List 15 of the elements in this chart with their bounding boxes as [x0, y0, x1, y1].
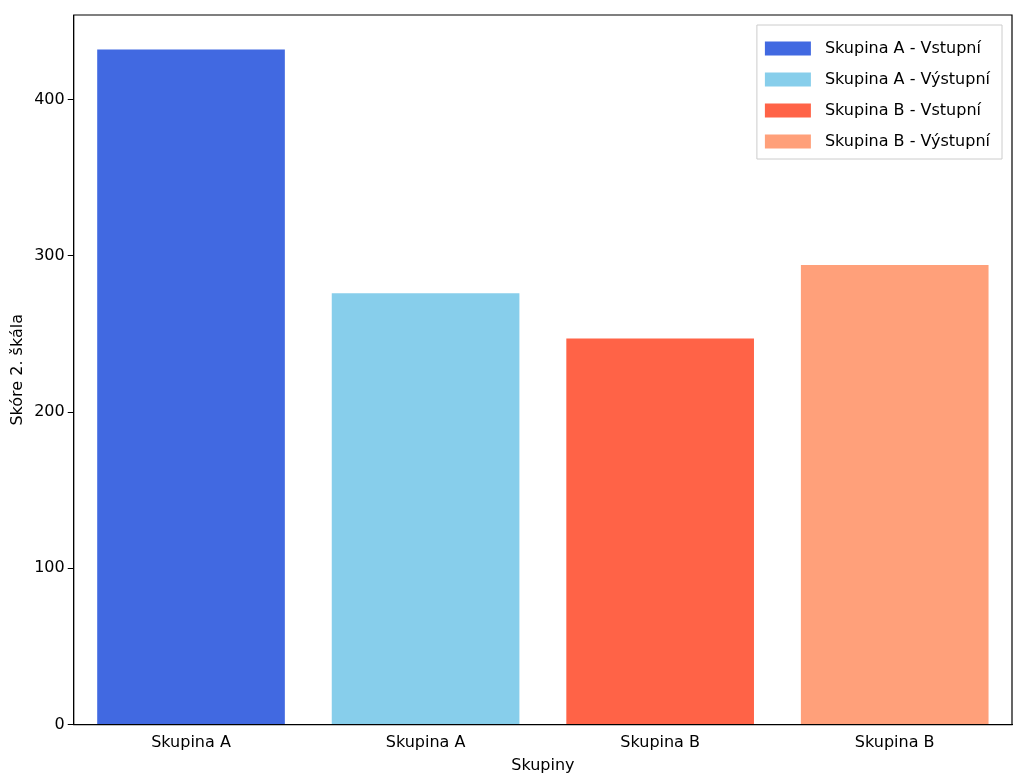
- x-tick-label: Skupina B: [854, 732, 935, 752]
- y-axis-title: Skóre 2. škála: [6, 314, 26, 426]
- y-tick-label: 300: [34, 244, 65, 264]
- y-tick-label: 400: [34, 88, 65, 108]
- legend-label: Skupina B - Výstupní: [824, 130, 991, 150]
- legend-label: Skupina B - Vstupní: [824, 99, 982, 119]
- y-tick-label: 100: [34, 557, 65, 577]
- x-tick-label: Skupina A: [151, 732, 231, 752]
- legend-label: Skupina A - Vstupní: [824, 37, 982, 57]
- y-tick-label: 200: [34, 401, 65, 421]
- x-tick-label: Skupina A: [385, 732, 466, 752]
- legend-label: Skupina A - Výstupní: [824, 68, 991, 88]
- x-tick-label: Skupina B: [620, 732, 700, 752]
- y-tick-label: 0: [54, 713, 65, 733]
- x-axis-title: Skupiny: [511, 754, 575, 774]
